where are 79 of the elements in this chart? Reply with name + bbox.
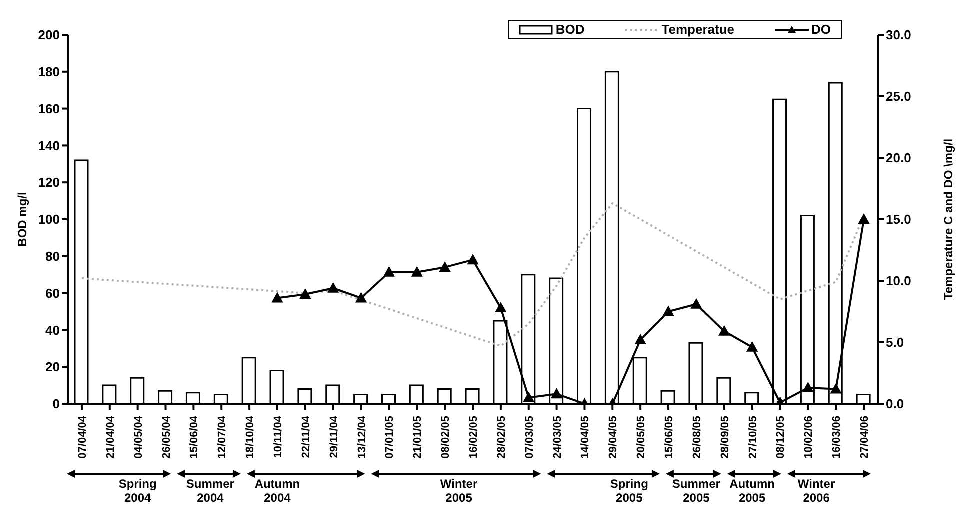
x-tick-label: 27/10/05 <box>747 416 760 459</box>
x-tick-label: 29/11/04 <box>328 415 340 458</box>
x-tick-label: 15/06/05 <box>664 416 676 459</box>
point <box>523 392 534 402</box>
x-tick-label: 12/07/04 <box>216 415 229 459</box>
x-tick-label: 08/12/05 <box>775 416 788 459</box>
x-tick-label: 07/01/05 <box>384 416 396 459</box>
x-tick-label: 10/02/06 <box>803 416 816 459</box>
legend-label: BOD <box>556 22 585 37</box>
x-tick-label: 14/04/05 <box>580 416 592 459</box>
x-tick-label: 07/03/05 <box>524 416 536 459</box>
point <box>495 302 506 313</box>
point <box>356 292 367 303</box>
point <box>802 382 814 393</box>
y-tick-label: 180 <box>38 64 60 80</box>
point <box>718 326 730 336</box>
y2-tick-label: 20.0 <box>886 150 912 166</box>
y-tick-label: 200 <box>38 28 60 43</box>
x-tick-label: 15/06/04 <box>188 415 201 459</box>
point <box>300 289 311 300</box>
y2-tick-label: 15.0 <box>886 212 912 228</box>
point <box>468 254 478 265</box>
x-tick-label: 13/12/04 <box>356 415 368 459</box>
x-tick-label: 22/11/04 <box>300 415 312 458</box>
point <box>272 292 283 303</box>
text: Autumn 2005 <box>730 477 775 505</box>
x-tick-label: 27/04/06 <box>859 416 872 459</box>
y-tick-label: 60 <box>46 286 60 301</box>
point <box>663 306 674 316</box>
x-tick-label: 21/04/04 <box>104 415 117 459</box>
legend-label: DO <box>812 22 831 37</box>
text: Winter 2006 <box>798 477 836 505</box>
y-tick-label: 100 <box>38 212 60 228</box>
x-tick-label: 16/03/06 <box>831 416 844 459</box>
point <box>440 262 451 272</box>
x-tick-label: 24/03/05 <box>552 416 564 459</box>
legend-label: Temperatue <box>662 22 734 37</box>
x-tick-label: 18/10/04 <box>244 415 257 459</box>
y-tick-label: 20 <box>46 360 60 375</box>
point <box>328 282 339 293</box>
y-tick-label: 140 <box>38 138 60 154</box>
y-tick-label: 40 <box>46 322 60 338</box>
y2-tick-label: 5.0 <box>886 335 904 350</box>
text: Autumn 2004 <box>254 477 300 505</box>
text: Summer 2005 <box>672 477 721 505</box>
y-tick-label: 0 <box>52 396 60 412</box>
x-tick-label: 28/09/05 <box>719 416 732 459</box>
y-tick-label: 160 <box>38 101 60 116</box>
point <box>635 334 646 345</box>
y-tick-label: 120 <box>38 175 60 190</box>
x-tick-label: 29/04/05 <box>608 416 620 459</box>
x-tick-label: 08/02/05 <box>440 416 452 459</box>
point <box>690 298 702 309</box>
x-tick-label: 07/04/04 <box>76 415 89 459</box>
y2-tick-label: 25.0 <box>886 89 912 104</box>
y2-axis-title: Temperature C and DO \mg/l <box>941 138 956 300</box>
text: Winter 2005 <box>440 477 478 505</box>
point <box>858 214 870 224</box>
point <box>551 388 562 399</box>
point <box>412 266 423 277</box>
point <box>830 384 842 394</box>
x-tick-label: 21/01/05 <box>412 416 424 459</box>
y2-tick-label: 10.0 <box>886 274 912 289</box>
x-tick-label: 20/05/05 <box>636 416 648 459</box>
y2-tick-label: 0.0 <box>886 396 904 412</box>
y-axis-title: BOD mg/l <box>15 192 30 247</box>
text: Spring 2004 <box>118 477 157 505</box>
x-tick-label: 10/11/04 <box>272 415 284 458</box>
y-tick-label: 80 <box>46 249 60 264</box>
text: Summer 2004 <box>186 477 235 505</box>
x-tick-label: 26/08/05 <box>691 416 704 459</box>
x-tick-label: 16/02/05 <box>468 416 480 459</box>
text: Spring 2005 <box>610 477 648 505</box>
x-tick-label: 04/05/04 <box>132 415 145 459</box>
x-tick-label: 26/05/04 <box>160 415 173 459</box>
point <box>746 342 758 352</box>
x-tick-label: 28/02/05 <box>496 416 508 459</box>
y2-tick-label: 30.0 <box>886 28 912 43</box>
point <box>384 266 395 277</box>
